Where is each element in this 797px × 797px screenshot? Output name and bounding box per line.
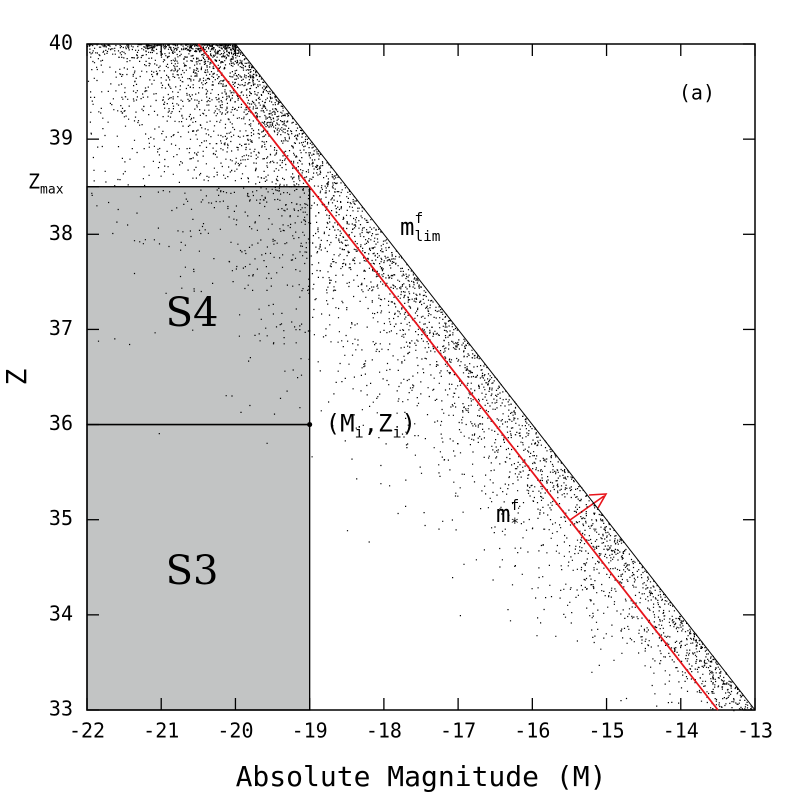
x-tick-label: -16: [514, 719, 550, 743]
plot-frame: [86, 43, 756, 711]
x-tick-label: -14: [663, 719, 699, 743]
label-sub: lim: [414, 229, 440, 245]
y-tick-label: 37: [49, 316, 73, 340]
y-tick-label: 38: [49, 221, 73, 245]
region: [86, 186, 311, 426]
x-tick-label: -15: [588, 719, 624, 743]
y-tick-label: 35: [49, 506, 73, 530]
label-base: ,Z: [364, 410, 393, 438]
region: [86, 423, 311, 711]
y-tick-label: 39: [49, 126, 73, 150]
region-label: S4: [166, 290, 219, 336]
label-sub: i: [355, 423, 364, 441]
y-tick-label: 33: [49, 697, 73, 721]
label-base: Z: [28, 169, 40, 193]
zmax-label: Zmax: [28, 169, 64, 197]
label-base: ): [402, 410, 416, 438]
x-axis-label: Absolute Magnitude (M): [236, 760, 607, 793]
line: [197, 43, 719, 711]
arrow-head: [588, 493, 608, 509]
point: [307, 422, 313, 428]
label-sub: i: [393, 423, 402, 441]
y-tick-label: 40: [49, 31, 73, 55]
x-tick-label: -17: [440, 719, 476, 743]
region-label: S3: [166, 548, 219, 594]
arrow: [569, 495, 605, 521]
label-sub: max: [40, 182, 64, 197]
label-sup: f: [510, 498, 519, 514]
y-axis-label: Z: [0, 369, 33, 386]
label-base: m: [496, 500, 510, 528]
series-label: mf lim: [400, 211, 440, 245]
series-label: mf *: [496, 498, 519, 532]
panel-label: (a): [679, 81, 715, 105]
point-label: (Mi,Zi): [326, 410, 416, 442]
label-base: (M: [326, 410, 355, 438]
x-tick-label: -18: [366, 719, 402, 743]
y-tick-label: 36: [49, 411, 73, 435]
line: [235, 43, 756, 711]
label-base: m: [400, 213, 414, 241]
label-sup: f: [414, 211, 423, 227]
y-tick-label: 34: [49, 601, 73, 625]
x-tick-label: -13: [737, 719, 773, 743]
label-sub: *: [510, 516, 519, 532]
x-tick-label: -19: [292, 719, 328, 743]
x-tick-label: -22: [69, 719, 105, 743]
x-tick-label: -21: [143, 719, 179, 743]
x-tick-label: -20: [217, 719, 253, 743]
